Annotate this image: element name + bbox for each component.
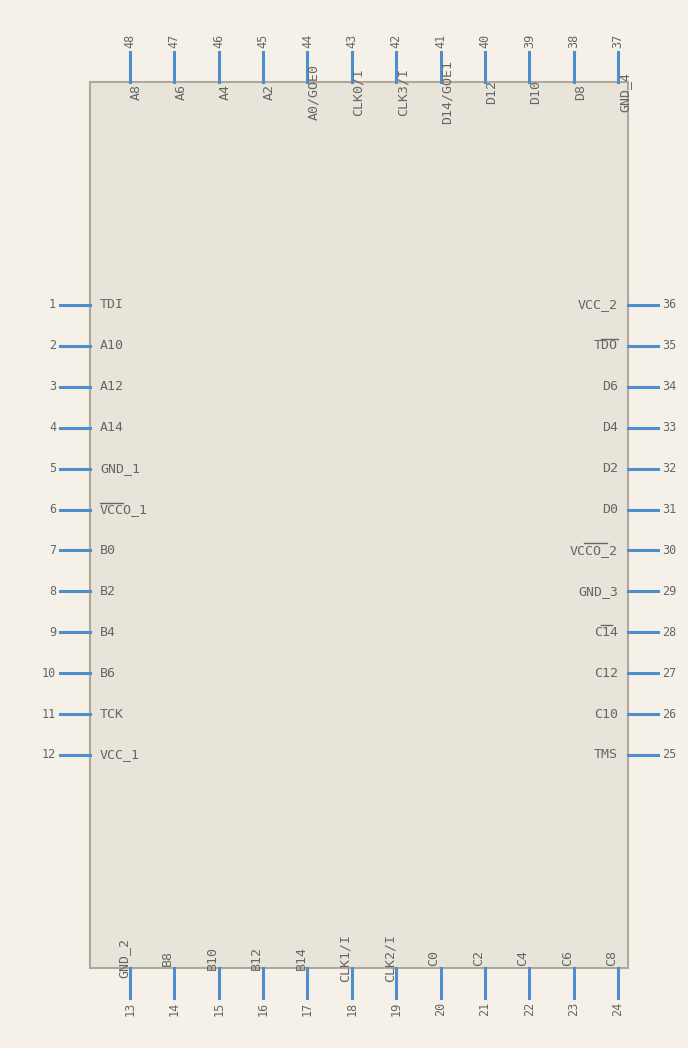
Text: 10: 10: [42, 667, 56, 680]
Text: D12: D12: [485, 80, 498, 104]
Text: 42: 42: [389, 34, 402, 48]
Text: 11: 11: [42, 707, 56, 721]
Text: B6: B6: [100, 667, 116, 680]
Text: 36: 36: [662, 299, 676, 311]
Text: 45: 45: [257, 34, 270, 48]
Text: 2: 2: [49, 340, 56, 352]
Text: 34: 34: [662, 380, 676, 393]
Text: B8: B8: [162, 949, 174, 966]
Text: 18: 18: [345, 1002, 358, 1017]
Text: C12: C12: [594, 667, 618, 680]
Text: D2: D2: [602, 462, 618, 475]
Text: TDI: TDI: [100, 299, 124, 311]
Text: 37: 37: [612, 34, 625, 48]
Text: 47: 47: [168, 34, 181, 48]
Text: 14: 14: [168, 1002, 181, 1017]
Text: A8: A8: [130, 84, 143, 100]
Text: C4: C4: [516, 949, 529, 966]
Text: D10: D10: [529, 80, 542, 104]
Text: 35: 35: [662, 340, 676, 352]
Text: 3: 3: [49, 380, 56, 393]
Text: 44: 44: [301, 34, 314, 48]
Text: 24: 24: [612, 1002, 625, 1017]
Text: 32: 32: [662, 462, 676, 475]
Text: TCK: TCK: [100, 707, 124, 721]
Text: B4: B4: [100, 626, 116, 639]
Text: 12: 12: [42, 748, 56, 762]
Text: A4: A4: [219, 84, 232, 100]
Text: C0: C0: [427, 949, 440, 966]
Text: 41: 41: [434, 34, 447, 48]
Text: D14/GOE1: D14/GOE1: [440, 60, 453, 124]
Text: CLK1/I: CLK1/I: [338, 934, 352, 982]
Text: CLK0/I: CLK0/I: [352, 68, 365, 116]
Text: 8: 8: [49, 585, 56, 597]
Text: 22: 22: [523, 1002, 536, 1017]
Text: B14: B14: [294, 946, 308, 970]
Text: 33: 33: [662, 421, 676, 434]
Text: A10: A10: [100, 340, 124, 352]
Text: A0/GOE0: A0/GOE0: [308, 64, 321, 121]
Text: TMS: TMS: [594, 748, 618, 762]
Text: GND_4: GND_4: [618, 72, 631, 112]
Text: C2: C2: [472, 949, 485, 966]
Text: B2: B2: [100, 585, 116, 597]
Text: 5: 5: [49, 462, 56, 475]
Text: 7: 7: [49, 544, 56, 556]
Text: 13: 13: [124, 1002, 136, 1017]
Text: 48: 48: [124, 34, 136, 48]
Text: 30: 30: [662, 544, 676, 556]
Text: 4: 4: [49, 421, 56, 434]
Text: 1: 1: [49, 299, 56, 311]
Text: 19: 19: [389, 1002, 402, 1017]
Text: C10: C10: [594, 707, 618, 721]
Text: C8: C8: [605, 949, 618, 966]
Text: 26: 26: [662, 707, 676, 721]
Text: VCC_2: VCC_2: [578, 299, 618, 311]
Text: 17: 17: [301, 1002, 314, 1017]
Text: A2: A2: [263, 84, 276, 100]
Text: D6: D6: [602, 380, 618, 393]
Text: B10: B10: [206, 946, 219, 970]
Text: D0: D0: [602, 503, 618, 516]
Text: VCC_1: VCC_1: [100, 748, 140, 762]
Text: GND_2: GND_2: [117, 938, 130, 978]
Text: 25: 25: [662, 748, 676, 762]
Text: 28: 28: [662, 626, 676, 639]
Text: CLK2/I: CLK2/I: [383, 934, 396, 982]
Text: 40: 40: [478, 34, 491, 48]
Text: 39: 39: [523, 34, 536, 48]
Text: A12: A12: [100, 380, 124, 393]
Text: GND_3: GND_3: [578, 585, 618, 597]
Text: 43: 43: [345, 34, 358, 48]
Bar: [90, 82, 628, 968]
Text: VCCO_1: VCCO_1: [100, 503, 148, 516]
Text: CLK3/I: CLK3/I: [396, 68, 409, 116]
Text: B0: B0: [100, 544, 116, 556]
Text: 23: 23: [567, 1002, 580, 1017]
Text: 6: 6: [49, 503, 56, 516]
Text: C14: C14: [594, 626, 618, 639]
Text: 27: 27: [662, 667, 676, 680]
Text: B12: B12: [250, 946, 263, 970]
Text: 16: 16: [257, 1002, 270, 1017]
Text: 31: 31: [662, 503, 676, 516]
Text: 29: 29: [662, 585, 676, 597]
Text: 38: 38: [567, 34, 580, 48]
Text: 20: 20: [434, 1002, 447, 1017]
Text: 46: 46: [212, 34, 225, 48]
Text: C6: C6: [561, 949, 574, 966]
Text: A14: A14: [100, 421, 124, 434]
Text: D8: D8: [574, 84, 587, 100]
Text: 15: 15: [212, 1002, 225, 1017]
Text: 9: 9: [49, 626, 56, 639]
Text: A6: A6: [174, 84, 187, 100]
Text: VCCO_2: VCCO_2: [570, 544, 618, 556]
Text: TDO: TDO: [594, 340, 618, 352]
Text: D4: D4: [602, 421, 618, 434]
Text: 21: 21: [478, 1002, 491, 1017]
Text: GND_1: GND_1: [100, 462, 140, 475]
